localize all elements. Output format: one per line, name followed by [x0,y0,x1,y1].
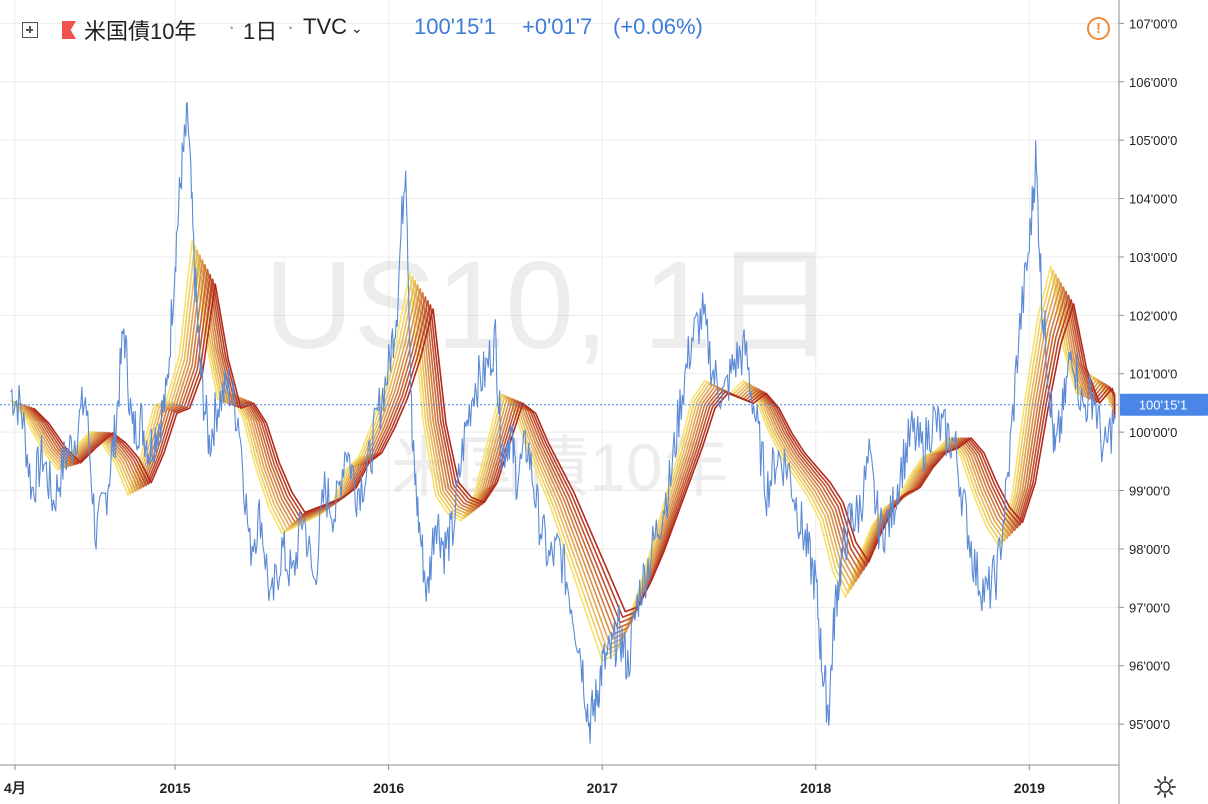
y-tick-label: 95'00'0 [1129,717,1170,732]
y-tick-label: 104'00'0 [1129,192,1177,207]
y-tick-label: 107'00'0 [1129,16,1177,31]
y-tick-label: 103'00'0 [1129,250,1177,265]
y-tick-label: 101'00'0 [1129,367,1177,382]
ma-line [12,244,1116,657]
price-change-percent: (+0.06%) [613,14,703,39]
chart-header: 米国債10年 · 1日 · TVC ⌄ 100'15'1 +0'01'7 (+0.… [0,0,1118,56]
y-tick-label: 102'00'0 [1129,308,1177,323]
grid-lines [0,0,1119,765]
price-change: +0'01'7 [522,14,593,39]
gear-icon[interactable] [1153,775,1177,799]
y-tick-label: 106'00'0 [1129,75,1177,90]
ma-line [10,239,1116,662]
x-tick-label: 2017 [587,780,618,796]
chevron-down-icon: ⌄ [351,19,363,36]
y-tick-label: 99'00'0 [1129,484,1170,499]
watermark-main: US10, 1日 [264,237,836,375]
y-tick-label: 98'00'0 [1129,542,1170,557]
separator: · [287,14,295,39]
plus-icon[interactable] [22,22,38,38]
x-tick-label: 2019 [1014,780,1045,796]
exchange-selector[interactable]: TVC ⌄ [303,14,363,40]
x-tick-label: 2015 [160,780,191,796]
last-price-tag: 100'15'1 [1120,393,1208,416]
y-tick-label: 100'00'0 [1129,425,1177,440]
symbol-name[interactable]: 米国債10年 [84,19,197,44]
y-tick-label: 96'00'0 [1129,659,1170,674]
y-tick-label: 105'00'0 [1129,133,1177,148]
x-tick-label: 2016 [373,780,404,796]
interval-label[interactable]: 1日 [243,19,278,44]
separator: · [228,14,236,39]
time-axis[interactable]: 4月 2015 2016 2017 2018 2019 [4,765,1045,796]
warning-icon[interactable]: ! [1087,17,1110,40]
y-tick-label: 97'00'0 [1129,600,1170,615]
x-tick-label: 2018 [800,780,831,796]
price-line [10,102,1116,744]
exchange-label: TVC [303,14,347,39]
flag-icon[interactable] [62,21,76,39]
x-tick-label: 4月 [4,780,26,796]
last-price: 100'15'1 [414,14,496,39]
price-axis[interactable]: 107'00'0 106'00'0 105'00'0 104'00'0 103'00'0… [1119,16,1177,732]
last-price-label: 100'15'1 [1139,398,1187,413]
moving-average-ribbon [10,239,1116,662]
